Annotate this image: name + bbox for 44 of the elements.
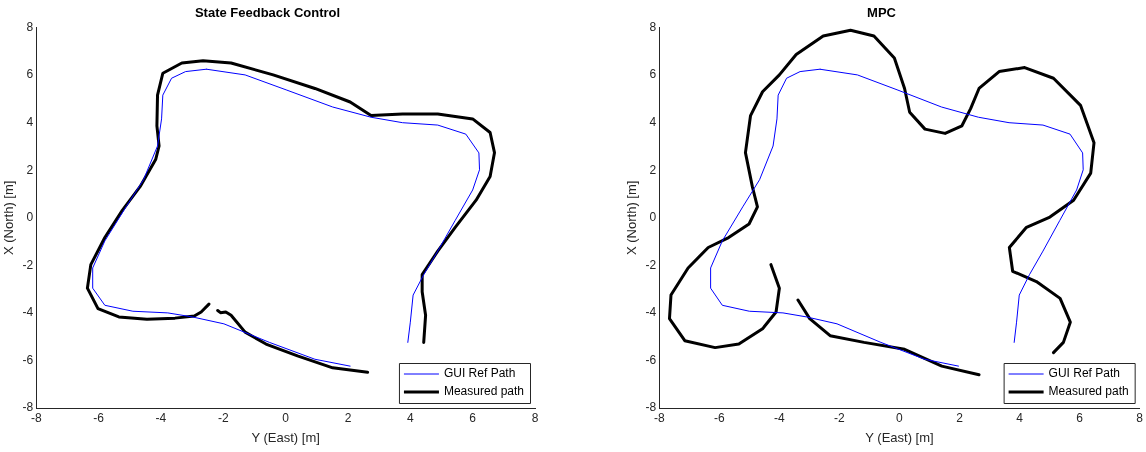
x-tick-label: 4 [406, 410, 414, 425]
y-tick-label: -6 [645, 352, 657, 367]
x-tick-label: 0 [282, 410, 290, 425]
y-tick-label: 8 [26, 19, 34, 34]
y-axis-title: X (North) [m] [1, 180, 17, 255]
x-tick-label: 0 [896, 410, 904, 425]
chart-title: State Feedback Control [194, 5, 341, 21]
y-tick-label: -2 [645, 257, 657, 272]
x-tick-label: 6 [1076, 410, 1084, 425]
x-tick-label: 6 [469, 410, 477, 425]
x-tick-label: -2 [217, 410, 229, 425]
legend-label: GUI Ref Path [1048, 366, 1120, 381]
y-tick-label: -4 [22, 305, 34, 320]
x-tick-label: 2 [344, 410, 352, 425]
x-tick-label: 2 [956, 410, 964, 425]
y-tick-label: 4 [649, 115, 657, 130]
y-tick-label: 8 [649, 19, 657, 34]
x-tick-label: -4 [774, 410, 786, 425]
y-tick-label: 0 [26, 210, 34, 225]
x-tick-label: -2 [834, 410, 846, 425]
x-axis-title: Y (East) [m] [251, 429, 320, 445]
x-tick-label: -6 [93, 410, 105, 425]
y-tick-label: 6 [649, 67, 657, 82]
y-tick-label: 2 [649, 162, 657, 177]
legend-label: Measured path [443, 384, 525, 399]
y-tick-label: -6 [22, 352, 34, 367]
y-tick-label: 6 [26, 67, 34, 82]
y-axis-title: X (North) [m] [624, 180, 640, 255]
x-tick-label: 4 [1016, 410, 1024, 425]
y-tick-label: 0 [649, 210, 657, 225]
x-tick-label: -4 [155, 410, 167, 425]
y-tick-label: -2 [22, 257, 34, 272]
chart-title: MPC [867, 5, 897, 21]
legend-label: GUI Ref Path [443, 366, 516, 381]
y-tick-label: -8 [22, 400, 34, 415]
y-tick-label: -8 [645, 400, 657, 415]
x-tick-label: -6 [713, 410, 725, 425]
x-tick-label: 8 [531, 410, 539, 425]
x-tick-label: 8 [1136, 410, 1144, 425]
y-tick-label: 4 [26, 115, 34, 130]
y-tick-label: 2 [26, 162, 34, 177]
y-tick-label: -4 [645, 305, 657, 320]
legend-label: Measured path [1048, 384, 1129, 399]
x-axis-title: Y (East) [m] [865, 429, 934, 445]
